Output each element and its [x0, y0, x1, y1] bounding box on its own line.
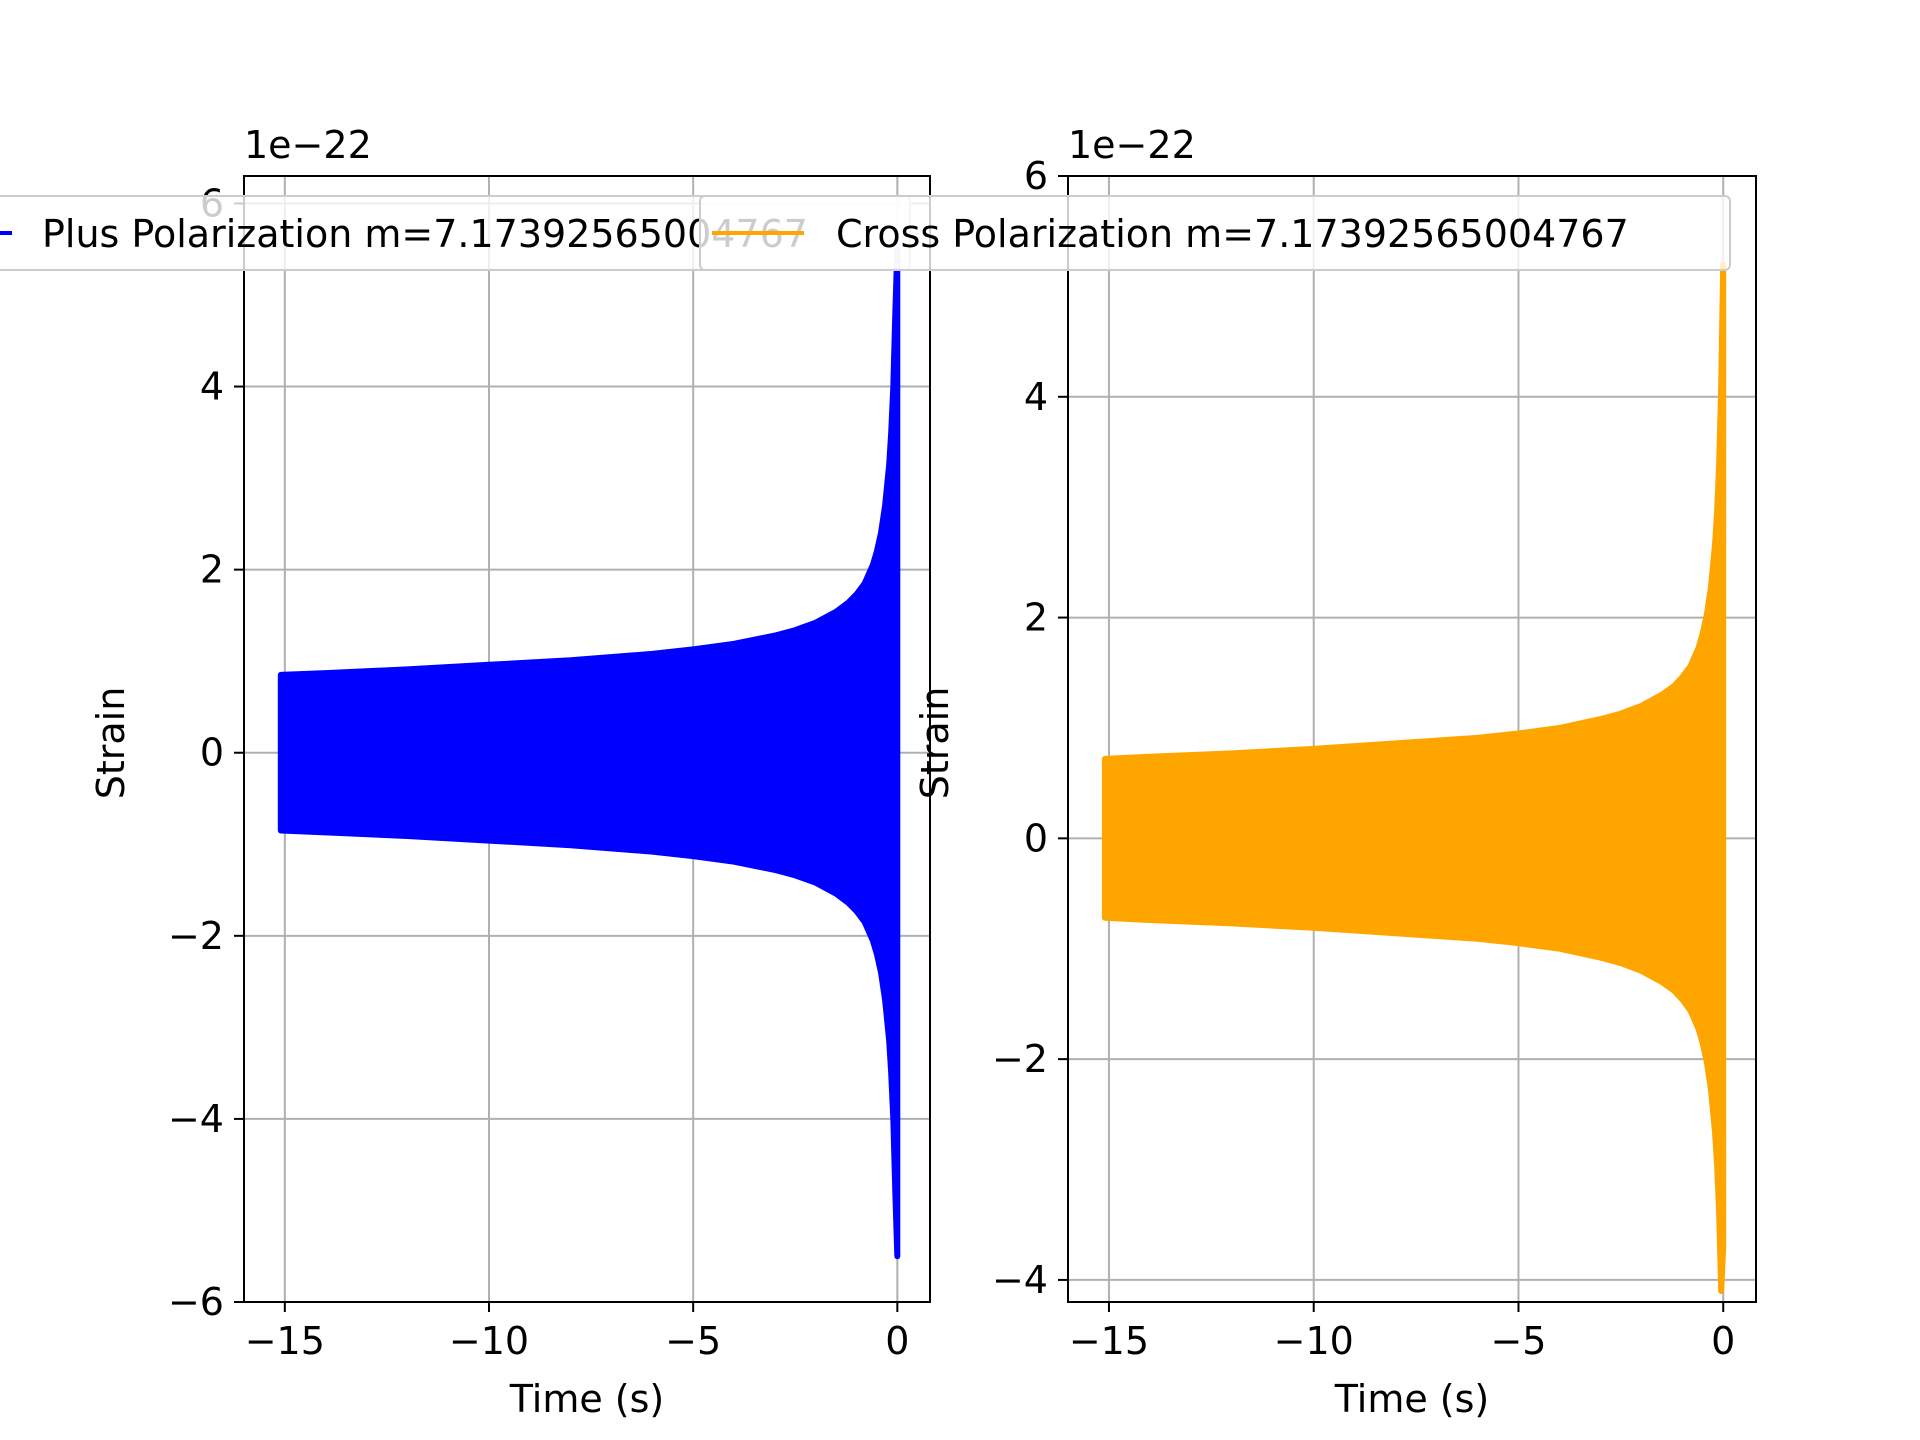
plus-y-axis-label: Strain: [89, 687, 133, 800]
plus-legend: Plus Polarization m=7.17392565004767: [0, 195, 911, 271]
cross-offset-label: 1e−22: [1068, 123, 1196, 167]
cross-x-ticks: −15 −10 −5 0: [1069, 1302, 1735, 1363]
plus-series-group: [277, 246, 901, 1260]
plus-x-tick-label: −10: [449, 1319, 529, 1363]
plus-x-tick-label: 0: [885, 1319, 909, 1363]
plus-y-tick-label: −6: [168, 1280, 224, 1324]
cross-axes-frame: [1067, 175, 1757, 1303]
plus-waveform-band: [277, 246, 901, 1260]
cross-y-tick-label: 2: [1024, 596, 1048, 640]
cross-polarization-subplot: −15 −10 −5 0 −4 −2 0 2 4 6 1e−22 Time (s) Strain: [913, 123, 1757, 1421]
cross-x-tick-label: 0: [1711, 1319, 1735, 1363]
cross-y-axis-label: Strain: [913, 687, 957, 800]
cross-x-tick-label: −10: [1274, 1319, 1354, 1363]
cross-y-tick-label: −4: [992, 1258, 1048, 1302]
cross-y-tick-label: 4: [1024, 375, 1048, 419]
plus-x-axis-label: Time (s): [509, 1377, 665, 1421]
cross-legend: Cross Polarization m=7.17392565004767: [699, 195, 1731, 271]
plus-axes-frame: [243, 175, 931, 1303]
plus-legend-label: Plus Polarization m=7.17392565004767: [42, 212, 808, 256]
plus-offset-label: 1e−22: [244, 123, 372, 167]
plus-x-tick-label: −5: [665, 1319, 721, 1363]
plus-y-tick-label: 4: [200, 365, 224, 409]
cross-y-tick-label: 6: [1024, 154, 1048, 198]
cross-legend-label: Cross Polarization m=7.17392565004767: [836, 212, 1629, 256]
plus-y-tick-label: 2: [200, 548, 224, 592]
cross-x-tick-label: −5: [1490, 1319, 1546, 1363]
cross-y-tick-label: −2: [992, 1037, 1048, 1081]
plus-x-tick-label: −15: [245, 1319, 325, 1363]
plus-y-tick-label: −4: [168, 1097, 224, 1141]
cross-series-group: [1101, 261, 1727, 1294]
cross-waveform-band: [1101, 261, 1727, 1294]
cross-x-tick-label: −15: [1069, 1319, 1149, 1363]
cross-y-tick-label: 0: [1024, 816, 1048, 860]
cross-y-ticks: −4 −2 0 2 4 6: [992, 154, 1068, 1302]
cross-x-axis-label: Time (s): [1334, 1377, 1490, 1421]
plus-y-tick-label: 0: [200, 731, 224, 775]
cross-legend-box: [699, 195, 1731, 271]
plus-y-tick-label: −2: [168, 914, 224, 958]
plus-x-ticks: −15 −10 −5 0: [245, 1302, 909, 1363]
